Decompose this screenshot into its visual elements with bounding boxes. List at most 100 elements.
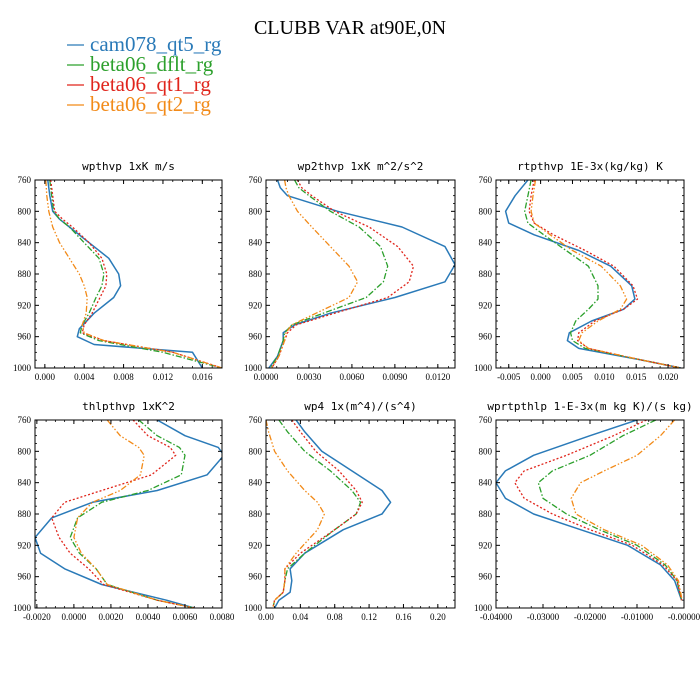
- y-tick-label: 920: [18, 300, 32, 310]
- y-tick-label: 760: [249, 415, 263, 425]
- y-tick-label: 800: [249, 206, 263, 216]
- x-tick-label: 0.20: [430, 612, 446, 622]
- x-tick-label: -0.0020: [23, 612, 51, 622]
- series-line-cam078_qt5_rg: [268, 180, 455, 368]
- y-tick-label: 920: [479, 300, 493, 310]
- y-tick-label: 880: [18, 269, 32, 279]
- x-tick-label: 0.0040: [136, 612, 161, 622]
- panel-title: rtpthvp 1E-3x(kg/kg) K: [517, 160, 663, 173]
- legend-label: cam078_qt5_rg: [90, 32, 222, 56]
- x-tick-label: 0.000: [35, 372, 56, 382]
- x-tick-label: -0.005: [497, 372, 521, 382]
- y-tick-label: 880: [249, 269, 263, 279]
- series-line-beta06_qt2_rg: [570, 420, 683, 601]
- x-tick-label: 0.008: [113, 372, 134, 382]
- series-group: [268, 180, 455, 368]
- series-group: [496, 420, 683, 601]
- panel-2: wp2thvp 1xK m^2/s^2 760 800 840 880 920 960 100…: [244, 160, 456, 382]
- series-line-beta06_dflt_rg: [69, 420, 195, 608]
- plot-frame: [495, 419, 685, 609]
- x-tick-label: 0.0080: [210, 612, 235, 622]
- y-tick-label: 1000: [244, 363, 263, 373]
- y-tick-label: 760: [479, 415, 493, 425]
- x-tick-label: -0.03000: [527, 612, 560, 622]
- x-tick-label: 0.012: [153, 372, 173, 382]
- legend-label: beta06_dflt_rg: [90, 52, 214, 76]
- y-tick-label: 840: [479, 478, 493, 488]
- y-tick-label: 880: [479, 509, 493, 519]
- series-line-beta06_qt1_rg: [272, 420, 363, 608]
- series-line-beta06_qt1_rg: [50, 180, 222, 368]
- y-tick-label: 920: [249, 540, 263, 550]
- series-line-beta06_dflt_rg: [49, 180, 222, 368]
- y-tick-label: 800: [479, 206, 493, 216]
- y-tick-label: 760: [249, 175, 263, 185]
- series-line-beta06_qt2_rg: [266, 420, 326, 608]
- x-tick-label: 0.0060: [173, 612, 198, 622]
- x-tick-label: 0.16: [396, 612, 412, 622]
- legend-label: beta06_qt1_rg: [90, 72, 211, 96]
- y-tick-label: 800: [18, 446, 32, 456]
- y-tick-label: 960: [18, 572, 32, 582]
- series-line-beta06_dflt_rg: [269, 180, 389, 368]
- panel-title: thlpthvp 1xK^2: [82, 400, 175, 413]
- y-tick-label: 840: [249, 478, 263, 488]
- series-line-cam078_qt5_rg: [504, 180, 681, 368]
- y-tick-label: 960: [18, 332, 32, 342]
- panel-1: wpthvp 1xK m/s76080084088092096010000.00…: [13, 160, 223, 382]
- y-tick-label: 920: [249, 300, 263, 310]
- y-tick-label: 920: [479, 540, 493, 550]
- x-tick-label: -0.04000: [480, 612, 513, 622]
- series-line-beta06_qt1_rg: [528, 180, 681, 368]
- y-tick-label: 800: [249, 446, 263, 456]
- series-line-cam078_qt5_rg: [35, 420, 222, 608]
- x-tick-label: 0.00: [258, 612, 274, 622]
- y-tick-label: 880: [18, 509, 32, 519]
- series-line-beta06_dflt_rg: [272, 420, 362, 608]
- y-tick-label: 760: [18, 175, 32, 185]
- legend-item: beta06_dflt_rg: [67, 52, 214, 76]
- x-tick-label: 0.000: [530, 372, 551, 382]
- series-line-beta06_qt2_rg: [271, 180, 359, 368]
- y-tick-label: 960: [249, 332, 263, 342]
- x-tick-label: 0.0090: [382, 372, 407, 382]
- y-tick-label: 1000: [244, 603, 263, 613]
- legend-item: beta06_qt1_rg: [67, 72, 211, 96]
- x-tick-label: 0.0020: [99, 612, 124, 622]
- y-tick-label: 800: [18, 206, 32, 216]
- series-line-beta06_dflt_rg: [524, 180, 681, 368]
- y-tick-label: 920: [18, 540, 32, 550]
- plot-frame: [495, 179, 685, 369]
- series-line-cam078_qt5_rg: [273, 420, 392, 608]
- x-tick-label: 0.0000: [254, 372, 279, 382]
- x-tick-label: 0.010: [594, 372, 615, 382]
- x-tick-label: 0.015: [626, 372, 647, 382]
- y-tick-label: 880: [249, 509, 263, 519]
- panel-5: wp4 1x(m^4)/(s^4)76080084088092096010000…: [244, 400, 456, 622]
- series-group: [45, 180, 222, 368]
- series-line-beta06_qt1_rg: [51, 420, 195, 608]
- legend-label: beta06_qt2_rg: [90, 92, 211, 116]
- panel-title: wprtpthlp 1-E-3x(m kg K)/(s kg): [487, 400, 692, 413]
- series-line-beta06_qt2_rg: [73, 420, 195, 608]
- y-tick-label: 880: [479, 269, 493, 279]
- y-tick-label: 960: [479, 332, 493, 342]
- y-tick-label: 840: [18, 238, 32, 248]
- panel-title: wp4 1x(m^4)/(s^4): [304, 400, 417, 413]
- x-tick-label: 0.004: [74, 372, 95, 382]
- series-line-cam078_qt5_rg: [47, 180, 203, 368]
- series-group: [504, 180, 681, 368]
- series-line-beta06_qt1_rg: [514, 420, 683, 601]
- plot-frame: [265, 419, 456, 609]
- series-line-beta06_qt2_rg: [45, 180, 222, 368]
- series-group: [35, 420, 222, 608]
- plot-frame: [265, 179, 456, 369]
- y-tick-label: 1000: [474, 603, 493, 613]
- x-tick-label: 0.005: [562, 372, 583, 382]
- y-tick-label: 800: [479, 446, 493, 456]
- panel-title: wp2thvp 1xK m^2/s^2: [298, 160, 424, 173]
- panel-title: wpthvp 1xK m/s: [82, 160, 175, 173]
- x-tick-label: 0.016: [192, 372, 213, 382]
- y-tick-label: 960: [479, 572, 493, 582]
